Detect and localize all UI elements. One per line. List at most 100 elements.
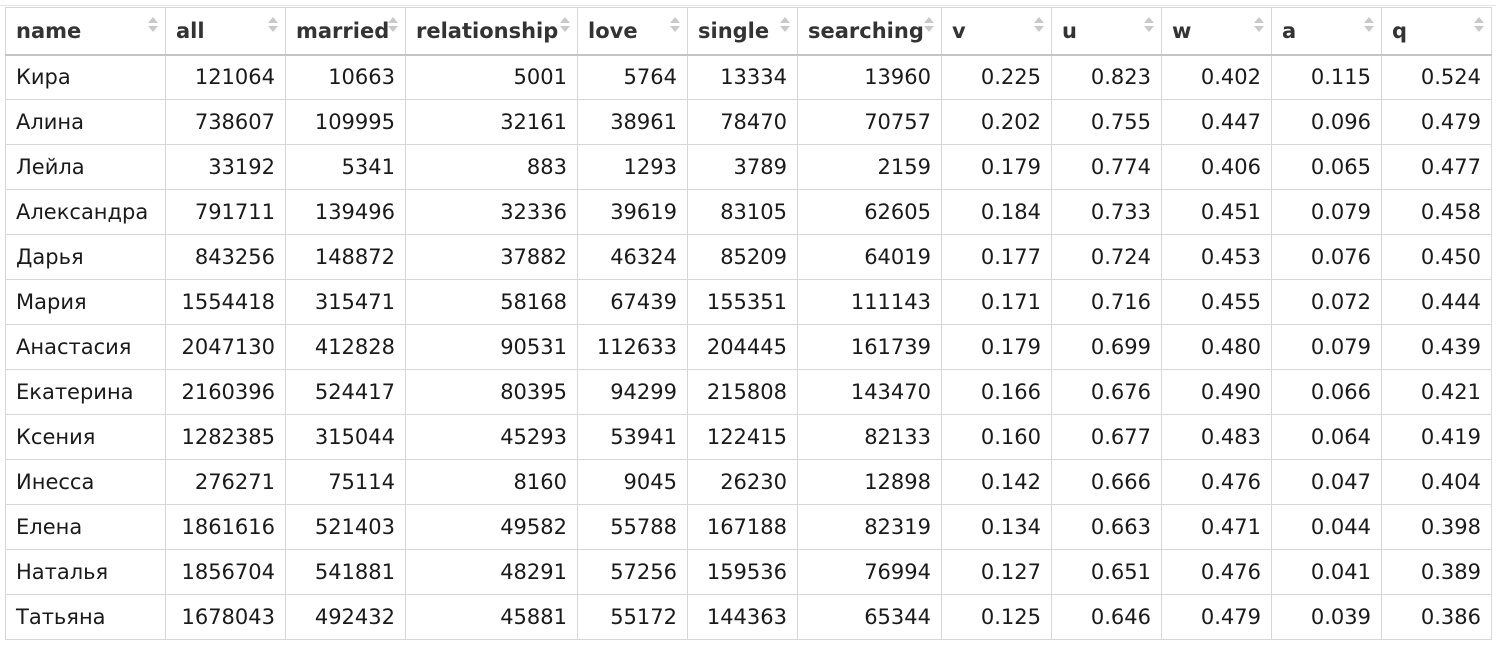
cell-a: 0.096 <box>1271 99 1382 145</box>
column-header-relationship[interactable]: relationship <box>405 7 578 56</box>
cell-married: 139496 <box>285 189 406 235</box>
cell-name: Екатерина <box>5 369 166 415</box>
cell-v: 0.171 <box>941 279 1052 325</box>
cell-married: 75114 <box>285 459 406 505</box>
cell-w: 0.479 <box>1161 594 1272 640</box>
column-header-love[interactable]: love <box>577 7 688 56</box>
cell-v: 0.160 <box>941 414 1052 460</box>
cell-w: 0.476 <box>1161 549 1272 595</box>
cell-q: 0.404 <box>1381 459 1492 505</box>
cell-name: Кира <box>5 54 166 100</box>
cell-searching: 82133 <box>797 414 942 460</box>
sort-updown-icon[interactable] <box>1034 16 1044 36</box>
cell-love: 55788 <box>577 504 688 550</box>
column-header-name[interactable]: name <box>5 7 166 56</box>
cell-u: 0.666 <box>1051 459 1162 505</box>
cell-q: 0.458 <box>1381 189 1492 235</box>
cell-single: 3789 <box>687 144 798 190</box>
cell-q: 0.444 <box>1381 279 1492 325</box>
column-header-all[interactable]: all <box>165 7 286 56</box>
cell-all: 121064 <box>165 54 286 100</box>
cell-u: 0.733 <box>1051 189 1162 235</box>
cell-married: 109995 <box>285 99 406 145</box>
cell-a: 0.064 <box>1271 414 1382 460</box>
cell-searching: 82319 <box>797 504 942 550</box>
cell-name: Наталья <box>5 549 166 595</box>
cell-v: 0.134 <box>941 504 1052 550</box>
sort-updown-icon[interactable] <box>148 16 158 36</box>
cell-name: Инесса <box>5 459 166 505</box>
cell-w: 0.490 <box>1161 369 1272 415</box>
sort-updown-icon[interactable] <box>780 16 790 36</box>
cell-q: 0.398 <box>1381 504 1492 550</box>
cell-v: 0.179 <box>941 144 1052 190</box>
sort-updown-icon[interactable] <box>388 16 398 36</box>
cell-all: 1678043 <box>165 594 286 640</box>
cell-u: 0.646 <box>1051 594 1162 640</box>
cell-w: 0.483 <box>1161 414 1272 460</box>
cell-searching: 13960 <box>797 54 942 100</box>
cell-q: 0.450 <box>1381 234 1492 280</box>
column-header-v[interactable]: v <box>941 7 1052 56</box>
cell-searching: 64019 <box>797 234 942 280</box>
sort-updown-icon[interactable] <box>560 16 570 36</box>
column-header-u[interactable]: u <box>1051 7 1162 56</box>
sort-updown-icon[interactable] <box>670 16 680 36</box>
cell-name: Алина <box>5 99 166 145</box>
top-divider <box>0 5 1496 6</box>
cell-relationship: 883 <box>405 144 578 190</box>
column-header-label: love <box>588 18 638 43</box>
cell-q: 0.389 <box>1381 549 1492 595</box>
column-header-searching[interactable]: searching <box>797 7 942 56</box>
cell-u: 0.663 <box>1051 504 1162 550</box>
cell-single: 85209 <box>687 234 798 280</box>
cell-searching: 143470 <box>797 369 942 415</box>
column-header-label: name <box>16 18 82 43</box>
cell-love: 38961 <box>577 99 688 145</box>
cell-a: 0.065 <box>1271 144 1382 190</box>
cell-u: 0.716 <box>1051 279 1162 325</box>
cell-single: 144363 <box>687 594 798 640</box>
cell-v: 0.184 <box>941 189 1052 235</box>
cell-single: 26230 <box>687 459 798 505</box>
cell-single: 167188 <box>687 504 798 550</box>
cell-w: 0.480 <box>1161 324 1272 370</box>
cell-relationship: 32336 <box>405 189 578 235</box>
cell-all: 1861616 <box>165 504 286 550</box>
cell-single: 155351 <box>687 279 798 325</box>
cell-relationship: 58168 <box>405 279 578 325</box>
table-row: Ксения 1282385 315044 45293 53941 122415 82133… <box>5 414 1492 460</box>
cell-all: 1554418 <box>165 279 286 325</box>
cell-u: 0.724 <box>1051 234 1162 280</box>
cell-name: Анастасия <box>5 324 166 370</box>
sort-updown-icon[interactable] <box>1144 16 1154 36</box>
sort-updown-icon[interactable] <box>1474 16 1484 36</box>
sort-updown-icon[interactable] <box>924 16 934 36</box>
cell-love: 53941 <box>577 414 688 460</box>
table-row: Елена 1861616 521403 49582 55788 167188 82319 0… <box>5 504 1492 550</box>
cell-relationship: 32161 <box>405 99 578 145</box>
table-row: Дарья 843256 148872 37882 46324 85209 64019 0.1… <box>5 234 1492 280</box>
column-header-single[interactable]: single <box>687 7 798 56</box>
table-body: Кира 121064 10663 5001 5764 13334 13960 0.225 0.… <box>5 54 1492 640</box>
cell-u: 0.774 <box>1051 144 1162 190</box>
cell-a: 0.079 <box>1271 324 1382 370</box>
column-header-w[interactable]: w <box>1161 7 1272 56</box>
column-header-label: w <box>1172 18 1192 43</box>
cell-single: 83105 <box>687 189 798 235</box>
sort-updown-icon[interactable] <box>1254 16 1264 36</box>
cell-v: 0.127 <box>941 549 1052 595</box>
sort-updown-icon[interactable] <box>1364 16 1374 36</box>
cell-a: 0.039 <box>1271 594 1382 640</box>
sort-updown-icon[interactable] <box>268 16 278 36</box>
column-header-a[interactable]: a <box>1271 7 1382 56</box>
cell-all: 2047130 <box>165 324 286 370</box>
data-table: name all married relationship love single sear… <box>5 7 1492 640</box>
cell-u: 0.676 <box>1051 369 1162 415</box>
column-header-married[interactable]: married <box>285 7 406 56</box>
column-header-label: married <box>296 18 390 43</box>
cell-relationship: 48291 <box>405 549 578 595</box>
column-header-q[interactable]: q <box>1381 7 1492 56</box>
column-header-label: searching <box>808 18 924 43</box>
cell-w: 0.451 <box>1161 189 1272 235</box>
